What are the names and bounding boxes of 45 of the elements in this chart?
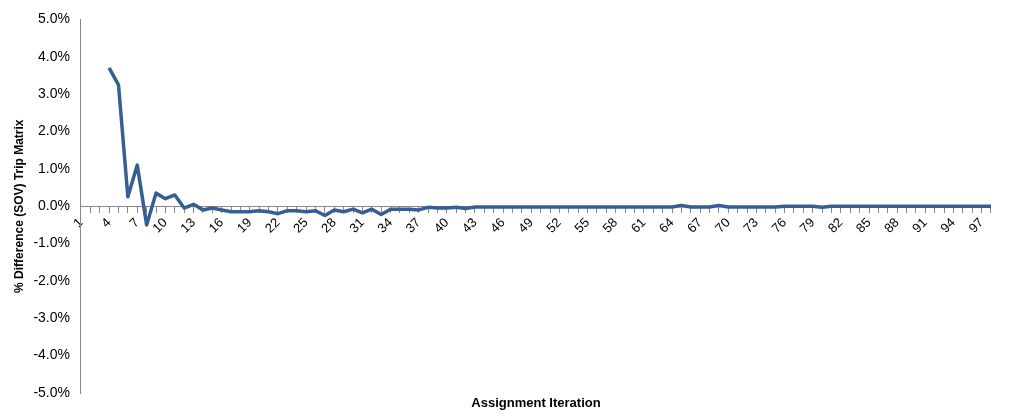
x-tick-label: 85 <box>852 214 874 236</box>
x-tick-label: 22 <box>261 214 283 236</box>
y-tick-label: 5.0% <box>38 10 70 27</box>
x-tick-label: 46 <box>486 214 508 236</box>
x-tick-label: 7 <box>126 214 142 231</box>
x-tick-label: 28 <box>318 214 339 236</box>
x-tick-label: 88 <box>880 214 902 236</box>
y-tick-label: -1.0% <box>33 234 70 251</box>
x-tick-label: 82 <box>824 214 846 236</box>
y-tick-label: 1.0% <box>38 159 70 176</box>
x-tick-label: 79 <box>796 214 818 236</box>
x-tick-label: 61 <box>627 214 649 236</box>
x-tick-label: 34 <box>374 214 396 236</box>
x-tick-label: 49 <box>515 214 536 236</box>
y-tick-label: 4.0% <box>38 47 70 64</box>
x-tick-label: 37 <box>402 214 424 236</box>
x-tick-label: 10 <box>149 214 171 236</box>
x-tick-label: 73 <box>740 214 762 236</box>
x-tick-label: 58 <box>599 214 621 236</box>
x-tick-label: 55 <box>571 214 593 236</box>
x-tick-label: 13 <box>177 214 199 236</box>
y-tick-label: 3.0% <box>38 84 70 101</box>
x-axis-title: Assignment Iteration <box>471 395 601 411</box>
y-tick-label: -5.0% <box>33 383 70 400</box>
y-axis-title: % Difference (SOV) Trip Matrix <box>11 119 26 293</box>
x-tick-label: 52 <box>543 214 565 236</box>
x-tick-label: 76 <box>768 214 790 236</box>
x-tick-label: 40 <box>430 214 452 236</box>
x-tick-label: 16 <box>205 214 227 236</box>
x-tick-label: 94 <box>937 214 959 236</box>
x-tick-label: 43 <box>458 214 480 236</box>
x-tick-label: 70 <box>712 214 733 236</box>
y-tick-label: 0.0% <box>38 197 70 214</box>
y-tick-label: -4.0% <box>33 346 70 363</box>
x-tick-label: 25 <box>289 214 311 236</box>
x-tick-label: 19 <box>233 214 255 236</box>
x-tick-label: 64 <box>655 214 677 236</box>
x-tick-label: 67 <box>683 214 705 236</box>
x-tick-label: 97 <box>965 214 987 236</box>
y-tick-label: -2.0% <box>33 271 70 288</box>
x-tick-label: 31 <box>346 214 368 236</box>
y-tick-label: -3.0% <box>33 309 70 326</box>
y-tick-label: 2.0% <box>38 122 70 139</box>
x-tick-label: 91 <box>909 214 930 236</box>
x-tick-label: 4 <box>98 214 114 231</box>
